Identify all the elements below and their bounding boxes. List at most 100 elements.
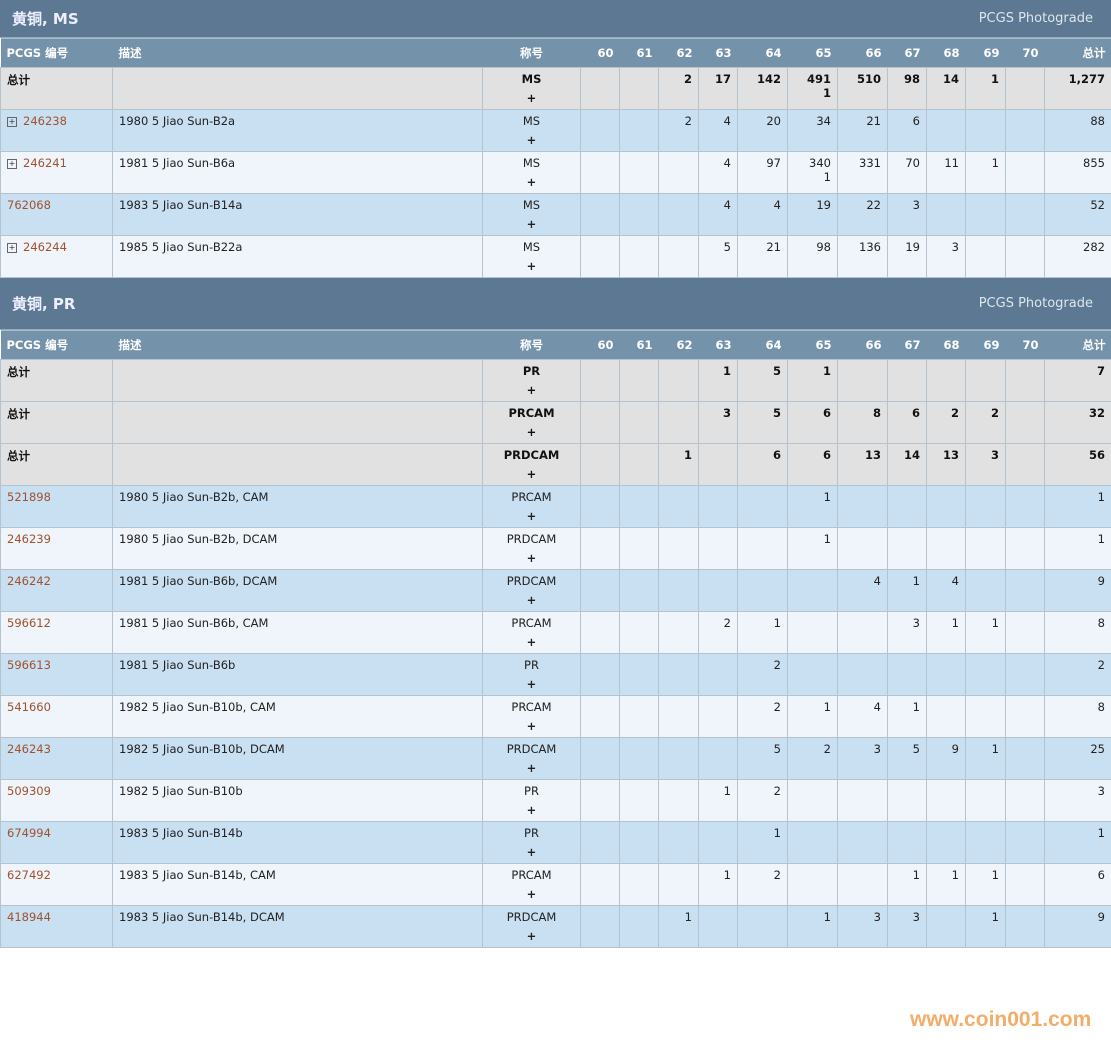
plus-icon[interactable]: +	[526, 175, 537, 189]
col-header-grade-68[interactable]: 68	[926, 38, 966, 68]
id-cell: 596613	[0, 653, 113, 696]
grade-60-cell	[580, 527, 620, 570]
plus-icon[interactable]: +	[526, 887, 537, 901]
pcgs-number-link[interactable]: 246241	[23, 156, 67, 170]
grade-65-cell	[787, 779, 838, 822]
col-header-grade-66[interactable]: 66	[837, 38, 888, 68]
col-header-grade-60[interactable]: 60	[580, 38, 620, 68]
col-header-grade-61[interactable]: 61	[619, 38, 659, 68]
col-header-id[interactable]: PCGS 编号	[0, 38, 113, 68]
plus-icon[interactable]: +	[526, 467, 537, 481]
col-header-grade-64[interactable]: 64	[737, 330, 788, 360]
col-header-grade-65[interactable]: 65	[787, 38, 838, 68]
grade-62-cell	[658, 193, 699, 236]
col-header-desc[interactable]: 描述	[112, 38, 483, 68]
col-header-grade-65[interactable]: 65	[787, 330, 838, 360]
pcgs-number-link[interactable]: 246243	[7, 742, 51, 756]
grade-60-cell	[580, 193, 620, 236]
col-header-grade-70[interactable]: 70	[1005, 330, 1045, 360]
grade-61-cell	[619, 653, 659, 696]
grade-62-cell	[658, 779, 699, 822]
grade-65-cell: 1	[787, 359, 838, 402]
col-header-grade-69[interactable]: 69	[965, 330, 1006, 360]
grade-67-cell	[887, 485, 927, 528]
grade-60-cell	[580, 737, 620, 780]
pcgs-number-link[interactable]: 541660	[7, 700, 51, 714]
pcgs-number-link[interactable]: 596613	[7, 658, 51, 672]
col-header-id[interactable]: PCGS 编号	[0, 330, 113, 360]
grade-69-cell	[965, 527, 1006, 570]
photograde-link[interactable]: PCGS Photograde	[978, 296, 1093, 311]
grade-60-cell	[580, 401, 620, 444]
designation-cell: MS +	[482, 67, 581, 110]
plus-icon[interactable]: +	[526, 217, 537, 231]
plus-icon[interactable]: +	[526, 551, 537, 565]
col-header-grade-66[interactable]: 66	[837, 330, 888, 360]
total-cell: 1	[1044, 527, 1111, 570]
id-cell: +246244	[0, 235, 113, 278]
table-row: 246242 1981 5 Jiao Sun-B6b, DCAM PRDCAM +4 1…	[0, 569, 1111, 612]
pcgs-number-link[interactable]: 521898	[7, 490, 51, 504]
grade-66-cell	[837, 821, 888, 864]
grade-65-cell: 6	[787, 443, 838, 486]
grade-61-cell	[619, 779, 659, 822]
pcgs-number-link[interactable]: 246244	[23, 240, 67, 254]
plus-icon[interactable]: +	[526, 929, 537, 943]
grade-64-cell: 2	[737, 695, 788, 738]
photograde-link[interactable]: PCGS Photograde	[978, 11, 1093, 26]
expand-icon[interactable]: +	[7, 243, 17, 253]
plus-icon[interactable]: +	[526, 593, 537, 607]
grade-count: 6	[822, 448, 831, 462]
col-header-total[interactable]: 总计	[1044, 38, 1111, 68]
col-header-grade-62[interactable]: 62	[658, 330, 699, 360]
plus-icon[interactable]: +	[526, 259, 537, 273]
expand-icon[interactable]: +	[7, 117, 17, 127]
col-header-designation[interactable]: 称号	[482, 38, 581, 68]
plus-icon[interactable]: +	[526, 761, 537, 775]
plus-icon[interactable]: +	[526, 635, 537, 649]
pcgs-number-link[interactable]: 674994	[7, 826, 51, 840]
plus-icon[interactable]: +	[526, 425, 537, 439]
col-header-grade-68[interactable]: 68	[926, 330, 966, 360]
col-header-total[interactable]: 总计	[1044, 330, 1111, 360]
plus-icon[interactable]: +	[526, 383, 537, 397]
designation: PRCAM	[508, 406, 555, 420]
col-header-grade-61[interactable]: 61	[619, 330, 659, 360]
col-header-grade-67[interactable]: 67	[887, 330, 927, 360]
plus-icon[interactable]: +	[526, 803, 537, 817]
col-header-designation[interactable]: 称号	[482, 330, 581, 360]
pcgs-number-link[interactable]: 596612	[7, 616, 51, 630]
col-header-grade-67[interactable]: 67	[887, 38, 927, 68]
description-cell: 1985 5 Jiao Sun-B22a	[112, 235, 483, 278]
pcgs-number-link[interactable]: 246239	[7, 532, 51, 546]
pcgs-number-link[interactable]: 509309	[7, 784, 51, 798]
col-header-grade-63[interactable]: 63	[698, 330, 738, 360]
col-header-desc[interactable]: 描述	[112, 330, 483, 360]
plus-icon[interactable]: +	[526, 509, 537, 523]
grade-63-cell	[698, 569, 738, 612]
plus-icon[interactable]: +	[526, 133, 537, 147]
expand-icon[interactable]: +	[7, 159, 17, 169]
col-header-grade-69[interactable]: 69	[965, 38, 1006, 68]
col-header-grade-64[interactable]: 64	[737, 38, 788, 68]
pcgs-number-link[interactable]: 762068	[7, 198, 51, 212]
col-header-grade-60[interactable]: 60	[580, 330, 620, 360]
plus-icon[interactable]: +	[526, 719, 537, 733]
pcgs-number-link[interactable]: 246242	[7, 574, 51, 588]
col-header-grade-63[interactable]: 63	[698, 38, 738, 68]
description: 1983 5 Jiao Sun-B14b	[119, 826, 243, 840]
pcgs-number-link[interactable]: 627492	[7, 868, 51, 882]
pcgs-number-link[interactable]: 418944	[7, 910, 51, 924]
col-header-grade-70[interactable]: 70	[1005, 38, 1045, 68]
description: 1980 5 Jiao Sun-B2a	[119, 114, 236, 128]
pcgs-number-link[interactable]: 246238	[23, 114, 67, 128]
grade-64-cell: 20	[737, 109, 788, 152]
plus-icon[interactable]: +	[526, 91, 537, 105]
grade-69-cell: 3	[965, 443, 1006, 486]
col-header-grade-62[interactable]: 62	[658, 38, 699, 68]
grade-count: 21	[866, 114, 881, 128]
plus-icon[interactable]: +	[526, 845, 537, 859]
total-cell: 1,277	[1044, 67, 1111, 110]
plus-icon[interactable]: +	[526, 677, 537, 691]
grade-69-cell	[965, 485, 1006, 528]
